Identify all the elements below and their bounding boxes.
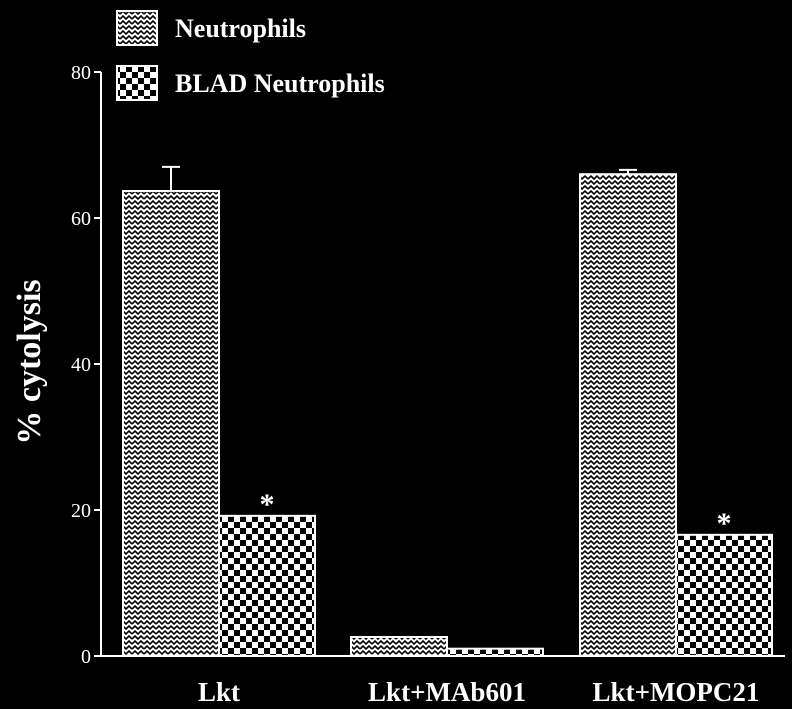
bar-blad-neutrophils-lkt-mab601 (446, 647, 544, 658)
y-tick-label: 60 (71, 208, 91, 230)
bar-neutrophils-lkt-mab601 (350, 636, 448, 658)
y-tick-label: 80 (71, 62, 91, 84)
y-tick-label: 40 (71, 354, 91, 376)
bar-neutrophils-lkt (122, 189, 220, 658)
y-tick-label: 20 (71, 500, 91, 522)
legend-label-blad-neutrophils: BLAD Neutrophils (175, 69, 385, 98)
x-tick-label-lkt-mopc21: Lkt+MOPC21 (593, 677, 760, 707)
y-tick-label: 0 (81, 646, 91, 668)
x-tick-label-lkt: Lkt (198, 677, 240, 707)
x-axis: Lkt Lkt+MAb601 Lkt+MOPC21 (101, 655, 785, 707)
legend-swatch-blad-neutrophils (116, 65, 158, 101)
x-tick-labels: Lkt Lkt+MAb601 Lkt+MOPC21 (198, 677, 759, 707)
y-axis: 0 20 40 60 80 % cytolysis (11, 62, 102, 668)
bar-blad-neutrophils-lkt-mopc21 (675, 533, 773, 658)
significance-marker: * (260, 488, 275, 521)
bar-neutrophils-lkt-mopc21 (579, 173, 677, 657)
legend-swatch-neutrophils (116, 10, 158, 46)
x-tick-label-lkt-mab601: Lkt+MAb601 (368, 677, 526, 707)
y-axis-label: % cytolysis (11, 279, 48, 444)
y-ticks: 0 20 40 60 80 (71, 62, 101, 668)
bar-blad-neutrophils-lkt (218, 514, 316, 658)
significance-marker: * (717, 507, 732, 540)
legend: Neutrophils BLAD Neutrophils (116, 10, 385, 101)
bars: ** (122, 165, 773, 658)
legend-label-neutrophils: Neutrophils (175, 14, 306, 43)
